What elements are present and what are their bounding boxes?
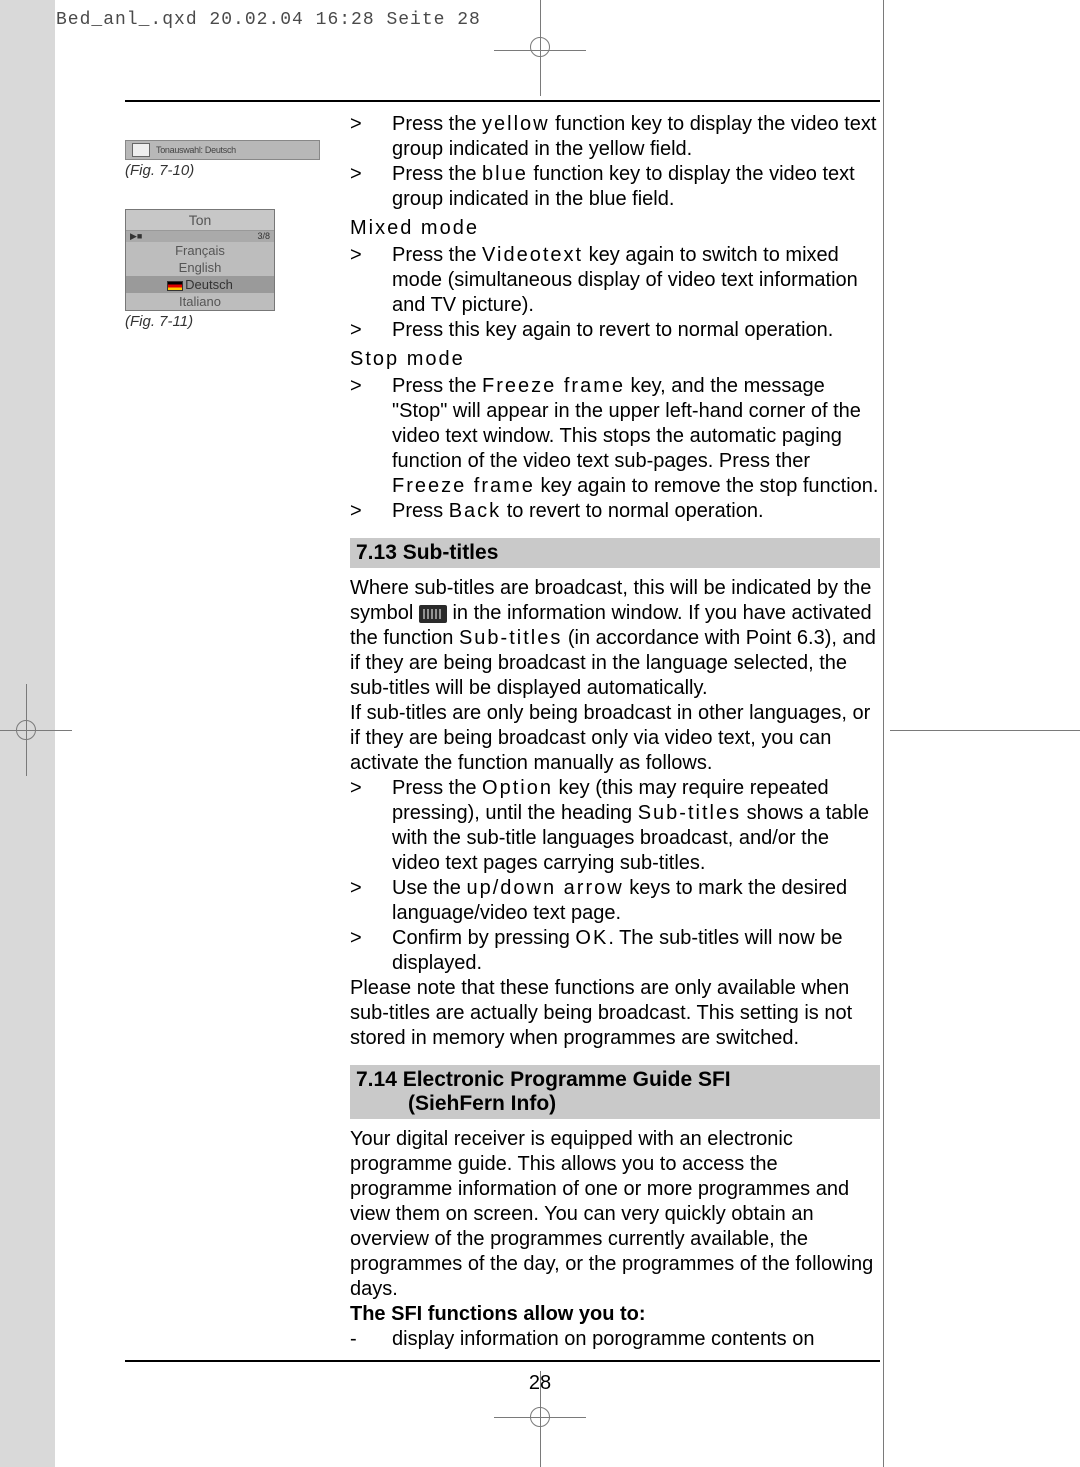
instruction: > Confirm by pressing OK. The sub-titles… bbox=[350, 926, 880, 976]
instruction: - display information on porogramme cont… bbox=[350, 1327, 880, 1352]
stop-mode-heading: Stop mode bbox=[350, 347, 880, 372]
instruction: > Press the Videotext key again to switc… bbox=[350, 243, 880, 318]
flag-de-icon bbox=[167, 281, 183, 291]
figure-7-10-caption: (Fig. 7-10) bbox=[125, 162, 325, 179]
instruction-text: Press the Videotext key again to switch … bbox=[392, 243, 880, 318]
lang-label: Deutsch bbox=[185, 277, 233, 292]
bullet-gt: > bbox=[350, 374, 392, 499]
figure-7-10: Tonauswahl: Deutsch bbox=[125, 140, 320, 160]
rule-bottom bbox=[125, 1360, 880, 1362]
lang-item: Italiano bbox=[126, 293, 274, 310]
audio-icon bbox=[132, 143, 150, 157]
bar-right: 3/8 bbox=[257, 231, 270, 242]
crop-mark bbox=[890, 730, 1080, 731]
key-name: Sub-titles bbox=[638, 802, 741, 824]
qxd-header: Bed_anl_.qxd 20.02.04 16:28 Seite 28 bbox=[56, 10, 481, 30]
bullet-gt: > bbox=[350, 876, 392, 926]
key-name: Freeze frame bbox=[482, 375, 625, 397]
key-name: Videotext bbox=[482, 244, 583, 266]
paragraph: If sub-titles are only being broadcast i… bbox=[350, 701, 880, 776]
instruction-text: display information on porogramme conten… bbox=[392, 1327, 880, 1352]
instruction-text: Confirm by pressing OK. The sub-titles w… bbox=[392, 926, 880, 976]
subtitle-symbol-icon bbox=[419, 605, 447, 623]
section-7-14-heading: 7.14 Electronic Programme Guide SFI (Sie… bbox=[350, 1065, 880, 1119]
crop-mark bbox=[883, 0, 884, 1467]
bullet-gt: > bbox=[350, 776, 392, 876]
instruction: > Press the Freeze frame key, and the me… bbox=[350, 374, 880, 499]
key-name: Back bbox=[449, 500, 501, 522]
lang-item: English bbox=[126, 259, 274, 276]
bar-left: ▶■ bbox=[130, 231, 142, 242]
instruction: > Press the yellow function key to displ… bbox=[350, 112, 880, 162]
instruction-text: Press the blue function key to display t… bbox=[392, 162, 880, 212]
instruction: > Press the blue function key to display… bbox=[350, 162, 880, 212]
section-7-14-line1: 7.14 Electronic Programme Guide SFI bbox=[356, 1068, 731, 1091]
key-name: OK bbox=[575, 927, 608, 949]
figure-7-11-bar: ▶■ 3/8 bbox=[126, 231, 274, 242]
instruction-text: Press the yellow function key to display… bbox=[392, 112, 880, 162]
figure-column: Tonauswahl: Deutsch (Fig. 7-10) Ton ▶■ 3… bbox=[125, 140, 325, 330]
paragraph: Please note that these functions are onl… bbox=[350, 976, 880, 1051]
instruction: > Press this key again to revert to norm… bbox=[350, 318, 880, 343]
key-name: up/down arrow bbox=[466, 877, 623, 899]
bullet-gt: > bbox=[350, 926, 392, 976]
rule-top bbox=[125, 100, 880, 102]
key-name: blue bbox=[482, 163, 528, 185]
figure-7-11: Ton ▶■ 3/8 Français English Deutsch Ital… bbox=[125, 209, 275, 311]
bullet-gt: > bbox=[350, 499, 392, 524]
figure-7-11-title: Ton bbox=[126, 210, 274, 231]
key-name: Freeze frame bbox=[392, 475, 535, 497]
paragraph: Your digital receiver is equipped with a… bbox=[350, 1127, 880, 1302]
mixed-mode-heading: Mixed mode bbox=[350, 216, 880, 241]
instruction: > Press the Option key (this may require… bbox=[350, 776, 880, 876]
instruction-text: Press the Freeze frame key, and the mess… bbox=[392, 374, 880, 499]
instruction-text: Press this key again to revert to normal… bbox=[392, 318, 880, 343]
key-name: yellow bbox=[482, 113, 550, 135]
main-column: > Press the yellow function key to displ… bbox=[350, 112, 880, 1352]
instruction-text: Use the up/down arrow keys to mark the d… bbox=[392, 876, 880, 926]
bullet-gt: > bbox=[350, 318, 392, 343]
instruction-text: Press Back to revert to normal operation… bbox=[392, 499, 880, 524]
bullet-dash: - bbox=[350, 1327, 392, 1352]
page: Bed_anl_.qxd 20.02.04 16:28 Seite 28 Ton… bbox=[0, 0, 1080, 1467]
figure-7-11-caption: (Fig. 7-11) bbox=[125, 313, 325, 330]
instruction: > Use the up/down arrow keys to mark the… bbox=[350, 876, 880, 926]
bullet-gt: > bbox=[350, 162, 392, 212]
figure-7-10-label: Tonauswahl: Deutsch bbox=[156, 145, 236, 155]
lang-item: Français bbox=[126, 242, 274, 259]
section-7-14-line2: (SiehFern Info) bbox=[356, 1092, 556, 1115]
instruction: > Press Back to revert to normal operati… bbox=[350, 499, 880, 524]
crop-mark bbox=[530, 37, 550, 57]
page-number: 28 bbox=[0, 1372, 1080, 1395]
bullet-gt: > bbox=[350, 243, 392, 318]
crop-mark bbox=[16, 720, 36, 740]
key-name: Sub-titles bbox=[459, 627, 562, 649]
key-name: Option bbox=[482, 777, 553, 799]
paragraph: Where sub-titles are broadcast, this wil… bbox=[350, 576, 880, 701]
sfi-functions-heading: The SFI functions allow you to: bbox=[350, 1302, 880, 1327]
crop-mark bbox=[530, 1407, 550, 1427]
section-7-13-heading: 7.13 Sub-titles bbox=[350, 538, 880, 568]
bullet-gt: > bbox=[350, 112, 392, 162]
lang-item-selected: Deutsch bbox=[126, 276, 274, 293]
instruction-text: Press the Option key (this may require r… bbox=[392, 776, 880, 876]
